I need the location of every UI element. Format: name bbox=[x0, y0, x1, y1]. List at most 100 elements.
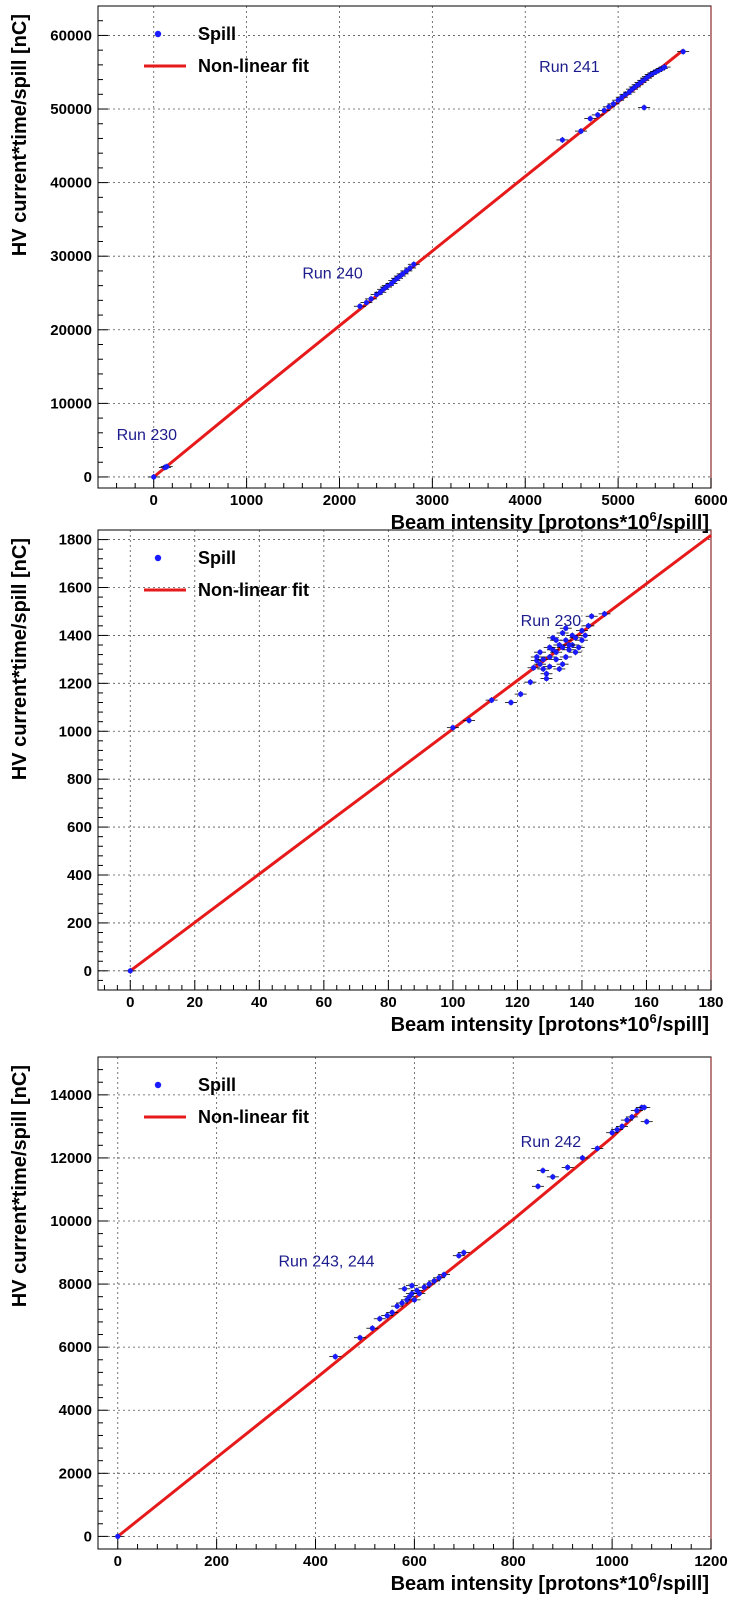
data-point bbox=[550, 1174, 556, 1180]
data-point bbox=[624, 1117, 630, 1123]
run-annotation: Run 243, 244 bbox=[278, 1254, 374, 1271]
chart-panel-2: 0 20 40 60 80 100 120 140 160 1800200400600800100… bbox=[9, 529, 724, 1036]
data-point bbox=[115, 1533, 121, 1539]
data-point bbox=[399, 1300, 405, 1306]
data-point bbox=[601, 107, 607, 114]
data-point bbox=[576, 644, 582, 650]
legend-label-fit: Non-linear fit bbox=[198, 580, 309, 600]
data-point bbox=[368, 296, 374, 302]
data-point bbox=[401, 1286, 408, 1292]
x-tick-label: 3000 bbox=[416, 492, 449, 509]
data-point bbox=[357, 1335, 363, 1341]
x-axis-title: Beam intensity [protons*106/spill] bbox=[391, 509, 709, 534]
data-point bbox=[431, 1278, 437, 1284]
run-annotation: Run 230 bbox=[521, 613, 582, 630]
plot-frame bbox=[97, 529, 712, 991]
data-point bbox=[409, 1290, 415, 1297]
data-point bbox=[559, 630, 566, 636]
y-axis-title: HV current*time/spill [nC] bbox=[9, 1065, 31, 1307]
data-point bbox=[527, 679, 533, 685]
y-tick-label: 800 bbox=[67, 771, 92, 788]
data-point bbox=[587, 115, 593, 122]
legend-label-spill: Spill bbox=[198, 548, 236, 568]
y-tick-label: 50000 bbox=[50, 101, 92, 118]
data-point bbox=[629, 1114, 635, 1120]
data-point bbox=[563, 625, 569, 631]
y-tick-label: 14000 bbox=[50, 1087, 92, 1104]
data-point bbox=[411, 1297, 417, 1303]
data-point bbox=[619, 94, 625, 100]
data-point bbox=[450, 725, 456, 731]
y-tick-label: 600 bbox=[67, 819, 92, 836]
x-tick-label: 1200 bbox=[694, 1553, 727, 1570]
y-tick-label: 12000 bbox=[50, 1150, 92, 1167]
data-point bbox=[535, 1183, 541, 1189]
data-point bbox=[543, 675, 550, 682]
data-point bbox=[661, 64, 668, 70]
x-tick-label: 0 bbox=[150, 492, 158, 509]
data-point bbox=[540, 656, 546, 662]
run-annotation: Run 230 bbox=[117, 427, 178, 444]
data-point bbox=[384, 1313, 390, 1319]
data-point bbox=[563, 654, 569, 660]
data-point bbox=[559, 644, 566, 650]
data-point bbox=[609, 1130, 615, 1136]
data-point bbox=[537, 649, 543, 655]
x-tick-label: 6000 bbox=[694, 492, 727, 509]
data-point bbox=[357, 303, 363, 309]
data-point bbox=[579, 628, 585, 634]
chart-panel-3: 0 200 400 600 800 1000 12000200040006000800010… bbox=[9, 1056, 728, 1595]
x-tick-label: 0 bbox=[114, 1553, 122, 1570]
run-annotation: Run 241 bbox=[539, 59, 600, 76]
x-tick-label: 400 bbox=[303, 1553, 328, 1570]
legend-marker-spill bbox=[154, 1081, 162, 1089]
y-axis-title: HV current*time/spill [nC] bbox=[9, 538, 31, 780]
data-point bbox=[559, 661, 566, 667]
y-tick-label: 6000 bbox=[59, 1339, 92, 1356]
data-point bbox=[601, 611, 608, 617]
data-point bbox=[540, 1167, 546, 1174]
data-point bbox=[534, 654, 540, 660]
data-point bbox=[363, 299, 370, 306]
data-point bbox=[489, 697, 495, 703]
y-tick-label: 40000 bbox=[50, 175, 92, 192]
data-point bbox=[579, 1155, 586, 1161]
data-point bbox=[537, 661, 543, 667]
data-point bbox=[559, 137, 565, 143]
data-point bbox=[619, 1123, 625, 1129]
data-point bbox=[426, 1281, 432, 1287]
x-tick-label: 0 bbox=[126, 994, 134, 1011]
y-tick-label: 0 bbox=[84, 469, 92, 486]
data-point bbox=[553, 637, 559, 643]
x-tick-label: 60 bbox=[315, 994, 332, 1011]
fit-line bbox=[129, 534, 712, 972]
x-tick-label: 160 bbox=[634, 994, 659, 1011]
data-point bbox=[407, 265, 413, 271]
legend-label-spill: Spill bbox=[198, 24, 236, 44]
data-point bbox=[436, 1275, 442, 1281]
x-axis-title: Beam intensity [protons*106/spill] bbox=[391, 1011, 709, 1036]
data-point bbox=[566, 642, 572, 648]
chart-panel-1: 0 1000 2000 3000 4000 5000 6000010000200003000… bbox=[9, 5, 728, 534]
data-point bbox=[582, 632, 588, 639]
y-tick-label: 1200 bbox=[59, 675, 92, 692]
x-tick-label: 4000 bbox=[509, 492, 542, 509]
run-annotation: Run 240 bbox=[302, 265, 363, 282]
y-tick-label: 60000 bbox=[50, 27, 92, 44]
x-tick-label: 1000 bbox=[230, 492, 263, 509]
y-tick-label: 1800 bbox=[59, 532, 92, 549]
x-tick-label: 5000 bbox=[601, 492, 634, 509]
data-point bbox=[614, 1126, 620, 1133]
data-point bbox=[151, 474, 157, 480]
data-point bbox=[332, 1354, 338, 1360]
y-tick-label: 8000 bbox=[59, 1276, 92, 1293]
y-tick-label: 10000 bbox=[50, 395, 92, 412]
x-tick-label: 140 bbox=[569, 994, 594, 1011]
legend-label-fit: Non-linear fit bbox=[198, 56, 309, 76]
data-point bbox=[461, 1249, 467, 1256]
data-point bbox=[572, 649, 579, 655]
data-point bbox=[579, 637, 585, 643]
legend-label-spill: Spill bbox=[198, 1075, 236, 1095]
data-point bbox=[634, 1108, 640, 1114]
